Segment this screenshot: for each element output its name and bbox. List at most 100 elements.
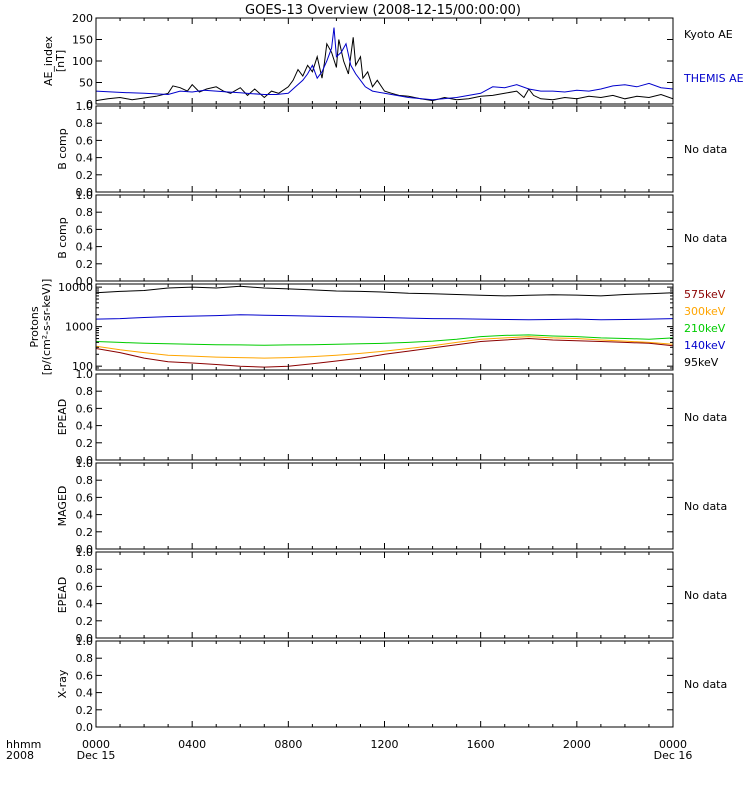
no-data-label: No data — [684, 411, 727, 424]
y-tick-label: 0.4 — [76, 509, 94, 522]
time-tick-label: 0000 — [659, 738, 687, 751]
y-tick-label: 0.2 — [76, 704, 94, 717]
y-tick-label: 0.2 — [76, 169, 94, 182]
y-tick-label: 0.0 — [76, 454, 94, 467]
series-line-575kev — [96, 337, 673, 368]
y-axis-label: EPEAD — [56, 577, 69, 614]
time-tick-label: 1200 — [371, 738, 399, 751]
time-tick-label: 0400 — [178, 738, 206, 751]
y-tick-label: 100 — [72, 55, 93, 68]
panel-frame — [95, 551, 674, 639]
y-tick-label: 0.2 — [76, 615, 94, 628]
y-axis-label: MAGED — [56, 486, 69, 527]
y-tick-label: 0 — [86, 98, 93, 111]
time-tick-label: 2000 — [563, 738, 591, 751]
y-tick-label: 1.0 — [76, 189, 94, 202]
y-tick-label: 0.2 — [76, 258, 94, 271]
legend-140kev: 140keV — [684, 339, 726, 352]
y-tick-label: 1000 — [65, 321, 93, 334]
y-tick-label: 100 — [72, 360, 93, 373]
y-tick-label: 0.0 — [76, 275, 94, 288]
y-tick-label: 0.8 — [76, 652, 94, 665]
y-tick-label: 0.8 — [76, 563, 94, 576]
y-tick-label: 0.6 — [76, 223, 94, 236]
y-tick-label: 0.8 — [76, 206, 94, 219]
panel-2: 0.0 0.2 0.4 0.6 0.8 1.0 B comp No data — [56, 100, 727, 199]
panel-frame — [95, 373, 674, 461]
y-tick-label: 0.4 — [76, 598, 94, 611]
series-line-140kev — [96, 314, 673, 321]
y-tick-label: 10000 — [58, 281, 93, 294]
y-axis-label: EPEAD — [56, 399, 69, 436]
y-tick-label: 0.8 — [76, 385, 94, 398]
y-axis-unit: [p/(cm²-s-sr-keV)] — [40, 279, 53, 376]
y-axis-label: X-ray — [56, 669, 69, 698]
series-line-themis-ae — [96, 27, 673, 101]
y-tick-label: 150 — [72, 34, 93, 47]
y-tick-label: 0.6 — [76, 402, 94, 415]
no-data-label: No data — [684, 678, 727, 691]
y-tick-label: 0.4 — [76, 152, 94, 165]
panels-group: 0 50 100 150 200 AE_index [nT] Kyoto AE THEMIS A… — [28, 12, 744, 734]
legend-210kev: 210keV — [684, 322, 726, 335]
y-tick-label: 1.0 — [76, 546, 94, 559]
legend-95kev: 95keV — [684, 356, 719, 369]
y-tick-label: 0.0 — [76, 721, 94, 734]
y-tick-label: 0.6 — [76, 669, 94, 682]
y-tick-label: 0.2 — [76, 437, 94, 450]
y-tick-label: 0.0 — [76, 186, 94, 199]
y-tick-label: 0.4 — [76, 687, 94, 700]
legend-575kev: 575keV — [684, 288, 726, 301]
y-tick-label: 1.0 — [76, 100, 94, 113]
panel-4: 100 1000 10000 Protons [p/(cm²-s-sr-keV)] 575… — [28, 279, 726, 376]
y-axis-label: AE_index — [42, 35, 55, 86]
y-axis-label: Protons — [28, 306, 41, 347]
no-data-label: No data — [684, 500, 727, 513]
y-tick-label: 0.4 — [76, 241, 94, 254]
y-tick-label: 0.6 — [76, 134, 94, 147]
panel-frame — [95, 105, 674, 193]
figure-title: GOES-13 Overview (2008-12-15/00:00:00) — [245, 3, 521, 18]
panel-frame — [95, 194, 674, 282]
y-axis-unit: [nT] — [54, 50, 67, 72]
time-format-label: hhmm — [6, 738, 41, 751]
series-line-300kev — [96, 336, 673, 359]
panel-frame — [95, 640, 674, 728]
panel-series-group — [96, 27, 673, 102]
y-tick-label: 200 — [72, 12, 93, 25]
panel-1: 0 50 100 150 200 AE_index [nT] Kyoto AE THEMIS A… — [42, 12, 744, 111]
panel-6: 0.0 0.2 0.4 0.6 0.8 1.0 MAGED No data — [56, 457, 727, 556]
y-tick-label: 1.0 — [76, 457, 94, 470]
panel-8: 0.0 0.2 0.4 0.6 0.8 1.0 X-ray No data — [56, 635, 727, 734]
legend-kyoto-ae: Kyoto AE — [684, 28, 733, 41]
legend-themis-ae: THEMIS AE — [683, 72, 744, 85]
y-tick-label: 1.0 — [76, 635, 94, 648]
y-tick-label: 0.4 — [76, 420, 94, 433]
time-year-label: 2008 — [6, 749, 34, 762]
y-tick-label: 0.2 — [76, 526, 94, 539]
time-tick-label: 0800 — [274, 738, 302, 751]
legend-300kev: 300keV — [684, 305, 726, 318]
panel-7: 0.0 0.2 0.4 0.6 0.8 1.0 EPEAD No data — [56, 546, 727, 645]
y-axis-label: B comp — [56, 217, 69, 259]
time-tick-label: 1600 — [467, 738, 495, 751]
panel-5: 0.0 0.2 0.4 0.6 0.8 1.0 EPEAD No data — [56, 368, 727, 467]
panel-frame — [95, 283, 674, 371]
series-line-210kev — [96, 334, 673, 346]
time-axis: hhmm 2008 Dec 15 Dec 16 0000 0400 0800 1200… — [6, 738, 692, 762]
y-tick-label: 0.0 — [76, 632, 94, 645]
no-data-label: No data — [684, 232, 727, 245]
no-data-label: No data — [684, 589, 727, 602]
y-tick-label: 0.6 — [76, 491, 94, 504]
y-tick-label: 50 — [79, 77, 93, 90]
y-tick-label: 0.8 — [76, 117, 94, 130]
y-axis-label: B comp — [56, 128, 69, 170]
series-line-kyoto-ae — [96, 37, 673, 102]
panel-series-group — [96, 285, 673, 368]
no-data-label: No data — [684, 143, 727, 156]
panel-frame — [95, 462, 674, 550]
date-start-label: Dec 15 — [77, 749, 116, 762]
panel-3: 0.0 0.2 0.4 0.6 0.8 1.0 B comp No data — [56, 189, 727, 288]
y-tick-label: 0.8 — [76, 474, 94, 487]
